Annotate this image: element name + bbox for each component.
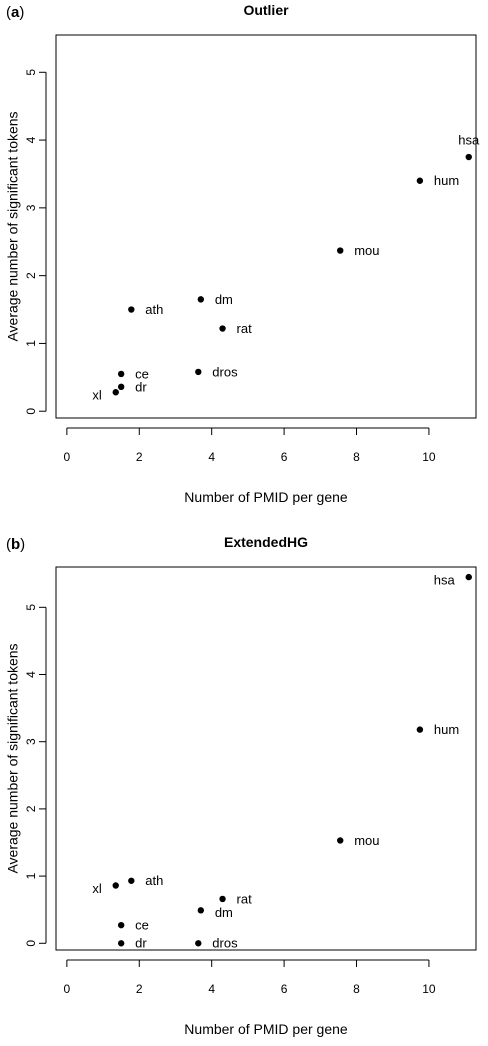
point-label-dm: dm: [215, 905, 233, 920]
point-label-dros: dros: [212, 936, 238, 951]
y-tick-label: 1: [24, 340, 38, 347]
data-point-dr: [117, 383, 125, 391]
data-point-hum: [416, 726, 424, 733]
chart-panel-a: (a) Outlier 0 2 4 6 8 10 0 1 2 3 4 5 Number of PMID p…: [0, 0, 488, 520]
y-tick-label: 0: [24, 940, 38, 947]
x-tick-label: 8: [353, 450, 360, 464]
x-axis-label: Number of PMID per gene: [184, 489, 348, 505]
x-tick-label: 2: [136, 982, 143, 996]
y-tick-label: 1: [24, 872, 38, 879]
plot-frame: [55, 566, 477, 951]
scatter-plot-outlier: Outlier 0 2 4 6 8 10 0 1 2 3 4 5 Number of PMID per g…: [5, 2, 480, 505]
chart-title: ExtendedHG: [224, 534, 308, 550]
point-label-xl: xl: [92, 388, 102, 403]
y-tick-label: 5: [24, 69, 38, 76]
plot-frame: [55, 34, 477, 419]
point-label-dr: dr: [135, 379, 147, 394]
y-tick-label: 5: [24, 604, 38, 611]
y-tick-label: 4: [24, 671, 38, 678]
y-tick-label: 0: [24, 408, 38, 415]
point-label-mou: mou: [354, 243, 379, 258]
data-point-dm: [197, 907, 205, 914]
data-point-dros: [195, 940, 202, 947]
x-tick-label: 4: [208, 982, 215, 996]
point-label-ce: ce: [135, 366, 149, 381]
data-point-xl: [112, 882, 119, 889]
data-point-ath: [128, 306, 135, 313]
x-tick-label: 10: [422, 450, 436, 464]
y-tick-label: 2: [24, 805, 38, 812]
data-point-dr: [117, 940, 125, 947]
point-label-dm: dm: [215, 292, 233, 307]
point-label-hsa: hsa: [434, 573, 456, 588]
data-point-mou: [337, 837, 344, 844]
data-point-ce: [117, 921, 125, 929]
data-point-dm: [197, 296, 205, 303]
point-label-rat: rat: [237, 321, 253, 336]
x-tick-label: 8: [353, 982, 360, 996]
point-label-mou: mou: [354, 833, 379, 848]
panel-label: (a): [6, 4, 25, 21]
point-label-dros: dros: [212, 364, 238, 379]
x-tick-label: 6: [281, 450, 288, 464]
data-point-ce: [117, 370, 125, 378]
point-label-hum: hum: [434, 722, 459, 737]
x-tick-label: 6: [281, 982, 288, 996]
chart-title: Outlier: [243, 2, 289, 18]
data-point-ath: [128, 877, 135, 884]
data-point-hsa: [465, 153, 472, 161]
x-tick-label: 4: [208, 450, 215, 464]
point-label-hsa: hsa: [458, 132, 480, 147]
chart-panel-b: (b) ExtendedHG 0 2 4 6 8 10 0 1 2 3 4 5 Number of PMI…: [0, 532, 488, 1046]
y-tick-label: 4: [24, 136, 38, 143]
y-axis-label: Average number of significant tokens: [5, 643, 21, 873]
x-tick-label: 0: [64, 982, 71, 996]
point-label-rat: rat: [237, 891, 253, 906]
x-tick-label: 10: [422, 982, 436, 996]
data-point-rat: [219, 325, 226, 332]
panel-label: (b): [6, 536, 26, 553]
data-point-hsa: [465, 573, 472, 581]
point-label-hum: hum: [434, 173, 459, 188]
scatter-plot-extendedhg: ExtendedHG 0 2 4 6 8 10 0 1 2 3 4 5 Number of PMID pe…: [5, 534, 477, 1037]
x-axis-label: Number of PMID per gene: [184, 1021, 348, 1037]
data-point-dros: [195, 368, 202, 376]
data-point-xl: [112, 389, 119, 396]
y-tick-label: 2: [24, 272, 38, 279]
point-label-xl: xl: [92, 881, 102, 896]
data-point-hum: [416, 177, 424, 184]
x-tick-label: 2: [136, 450, 143, 464]
data-point-mou: [337, 247, 344, 254]
data-point-rat: [219, 895, 226, 903]
point-label-dr: dr: [135, 936, 147, 951]
x-tick-label: 0: [64, 450, 71, 464]
point-label-ce: ce: [135, 918, 149, 933]
y-axis-label: Average number of significant tokens: [5, 111, 21, 341]
point-label-ath: ath: [145, 302, 163, 317]
y-tick-label: 3: [24, 738, 38, 745]
point-label-ath: ath: [145, 873, 163, 888]
y-tick-label: 3: [24, 204, 38, 211]
